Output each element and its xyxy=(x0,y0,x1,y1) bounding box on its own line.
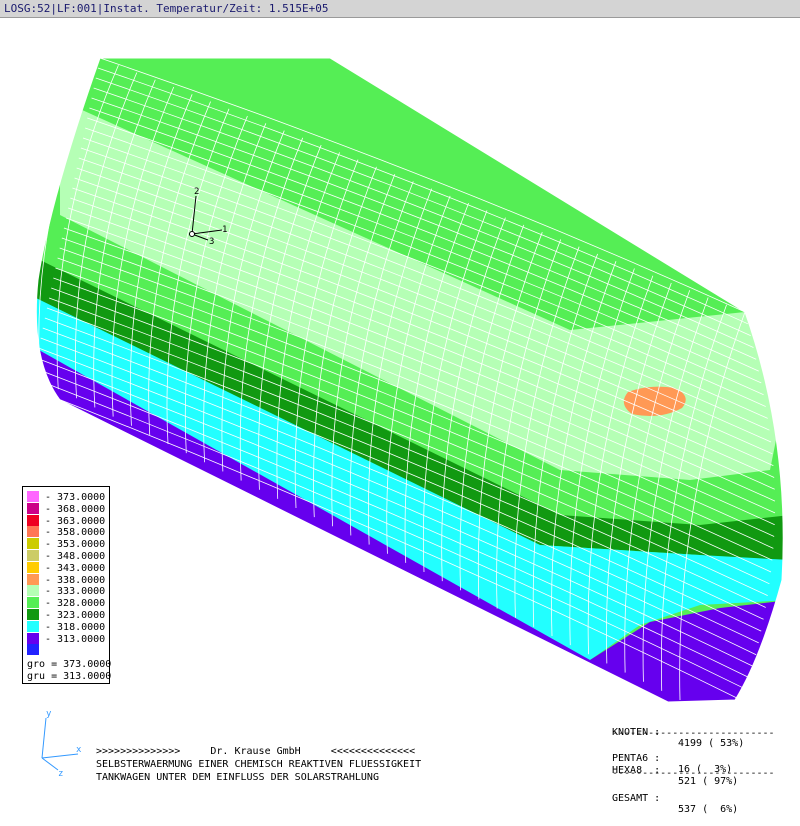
legend-value: - 373.0000 xyxy=(45,492,106,503)
legend-value: - 343.0000 xyxy=(45,562,106,574)
tank-model xyxy=(36,58,784,702)
footer-title: SELBSTERWAERMUNG EINER CHEMISCH REAKTIVE… xyxy=(96,759,422,770)
legend-value: - 338.0000 xyxy=(45,574,106,586)
legend-value: - 333.0000 xyxy=(45,586,106,598)
legend-value: - 358.0000 xyxy=(45,527,106,539)
legend-value: - 323.0000 xyxy=(45,610,106,621)
fem-viewport[interactable]: 2 1 3 y x z xyxy=(0,18,800,800)
axis-label-3: 3 xyxy=(209,237,214,247)
axis-label-1: 1 xyxy=(222,225,227,235)
axis-label-2: 2 xyxy=(194,187,199,197)
legend-swatch xyxy=(27,491,39,502)
legend-value: - 313.0000 xyxy=(45,633,106,645)
legend-value: - 318.0000 xyxy=(45,621,106,633)
legend-swatch xyxy=(27,597,39,609)
footer-subtitle: TANKWAGEN UNTER DEM EINFLUSS DER SOLARST… xyxy=(96,772,379,783)
legend-swatch xyxy=(27,632,39,644)
legend-swatch xyxy=(27,502,39,514)
color-legend: - 373.0000- 368.0000- 363.0000- 358.0000… xyxy=(22,486,112,684)
global-axis-z: z xyxy=(58,769,63,779)
legend-value: - 363.0000 xyxy=(45,515,106,527)
legend-swatch xyxy=(27,550,39,561)
stat-gesamt: GESAMT : 537 ( 6%) xyxy=(612,793,739,815)
window-title: LOSG:52|LF:001|Instat. Temperatur/Zeit: … xyxy=(4,2,329,15)
stat-hexa: HEXA8 : 521 ( 97%) xyxy=(612,765,739,787)
legend-value: - 353.0000 xyxy=(45,539,106,551)
stat-separator-2: --------------------------- xyxy=(612,768,775,779)
legend-swatch xyxy=(27,609,39,620)
stat-penta: PENTA6 : 16 ( 3%) xyxy=(612,753,733,775)
legend-swatch xyxy=(27,526,39,538)
axis-triad xyxy=(189,195,223,241)
legend-swatch xyxy=(27,561,39,573)
legend-swatch xyxy=(27,585,39,597)
title-bar: LOSG:52|LF:001|Instat. Temperatur/Zeit: … xyxy=(0,0,800,18)
legend-swatch xyxy=(27,620,39,632)
legend-swatch xyxy=(27,514,39,526)
legend-swatch xyxy=(27,538,39,550)
footer-company: >>>>>>>>>>>>>> Dr. Krause GmbH <<<<<<<<<… xyxy=(96,746,416,757)
stat-knoten: KNOTEN : 4199 ( 53%) xyxy=(612,727,745,749)
global-axis-y: y xyxy=(46,709,52,719)
band-328-middle xyxy=(36,212,784,520)
tank-outline xyxy=(35,57,784,703)
legend-value: - 348.0000 xyxy=(45,551,106,562)
global-axis-x: x xyxy=(76,745,82,755)
legend-value: - 328.0000 xyxy=(45,598,106,610)
legend-swatch xyxy=(27,573,39,585)
legend-gru: gru = 313.0000 xyxy=(27,671,112,682)
global-axes-icon xyxy=(41,717,79,771)
fe-mesh xyxy=(36,58,776,702)
legend-value: - 368.0000 xyxy=(45,503,106,515)
legend-gro: gro = 373.0000 xyxy=(27,659,112,670)
stat-separator: --------------------------- xyxy=(612,728,775,739)
legend-swatch xyxy=(27,644,39,656)
